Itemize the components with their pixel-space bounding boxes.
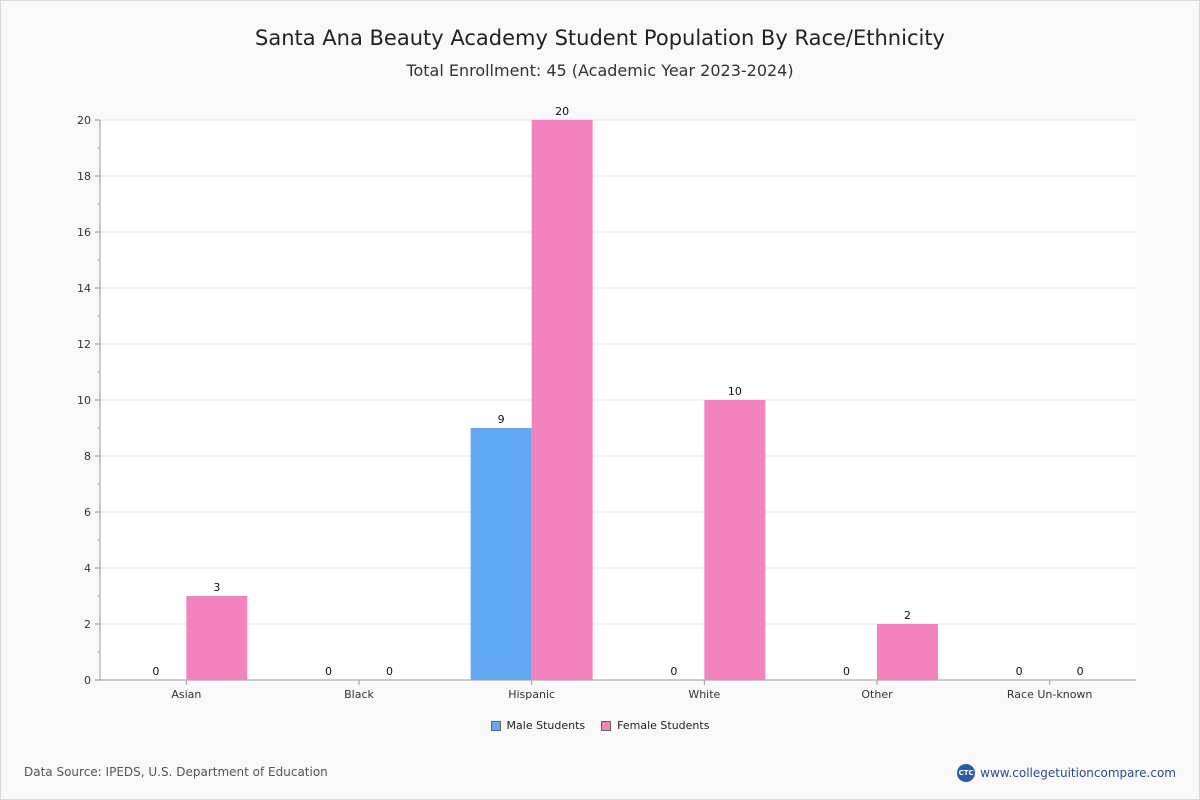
legend-swatch-female xyxy=(601,720,612,731)
y-tick-label: 2 xyxy=(84,618,91,631)
bar-female xyxy=(704,400,766,680)
brand-link[interactable]: CTC www.collegetuitioncompare.com xyxy=(957,764,1176,782)
bar-female xyxy=(877,624,938,680)
chart-title: Santa Ana Beauty Academy Student Populat… xyxy=(255,26,945,50)
data-label-male: 0 xyxy=(1016,665,1023,678)
data-label-female: 0 xyxy=(386,665,393,678)
y-tick-label: 12 xyxy=(77,338,91,351)
x-tick-label: Race Un-known xyxy=(1007,688,1093,701)
data-label-female: 0 xyxy=(1077,665,1084,678)
data-label-male: 9 xyxy=(498,413,505,426)
y-tick-label: 0 xyxy=(84,674,91,687)
y-tick-label: 18 xyxy=(77,170,91,183)
bar-female xyxy=(186,596,248,680)
legend-label-female: Female Students xyxy=(617,719,710,732)
data-label-female: 20 xyxy=(555,105,569,118)
data-source: Data Source: IPEDS, U.S. Department of E… xyxy=(24,765,328,779)
data-label-female: 2 xyxy=(904,609,911,622)
brand-logo-icon: CTC xyxy=(957,764,976,782)
data-label-male: 0 xyxy=(843,665,850,678)
legend-label-male: Male Students xyxy=(506,719,586,732)
x-tick-label: Black xyxy=(344,688,374,701)
data-label-male: 0 xyxy=(670,665,677,678)
x-tick-label: White xyxy=(688,688,720,701)
chart-subtitle: Total Enrollment: 45 (Academic Year 2023… xyxy=(406,61,794,80)
y-tick-label: 14 xyxy=(77,282,91,295)
data-label-male: 0 xyxy=(325,665,332,678)
data-label-male: 0 xyxy=(152,665,159,678)
legend-swatch-male xyxy=(490,720,501,731)
y-tick-label: 10 xyxy=(77,394,91,407)
y-tick-label: 16 xyxy=(77,226,91,239)
bar-female xyxy=(531,120,593,680)
x-tick-label: Other xyxy=(861,688,893,701)
legend-item-female[interactable]: Female Students xyxy=(601,719,709,732)
x-tick-label: Hispanic xyxy=(508,688,555,701)
data-label-female: 10 xyxy=(728,385,742,398)
x-tick-label: Asian xyxy=(171,688,201,701)
bar-male xyxy=(470,428,532,680)
data-label-female: 3 xyxy=(213,581,220,594)
y-tick-label: 20 xyxy=(77,114,91,127)
brand-url: www.collegetuitioncompare.com xyxy=(980,766,1176,780)
y-tick-label: 6 xyxy=(84,506,91,519)
legend: Male Students Female Students xyxy=(0,719,1200,732)
legend-item-male[interactable]: Male Students xyxy=(490,719,586,732)
y-tick-label: 8 xyxy=(84,450,91,463)
y-tick-label: 4 xyxy=(84,562,91,575)
